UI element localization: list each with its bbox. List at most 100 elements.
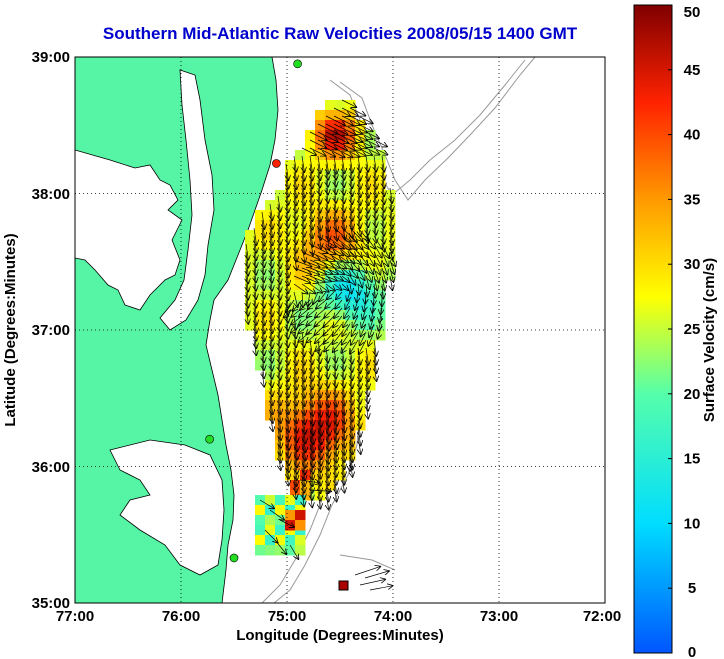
velocity-arrow bbox=[286, 411, 289, 432]
velocity-arrow bbox=[366, 171, 369, 189]
velocity-arrow bbox=[344, 307, 351, 318]
velocity-arrow bbox=[333, 339, 343, 352]
velocity-cell bbox=[295, 160, 306, 171]
velocity-cell bbox=[295, 390, 306, 401]
velocity-arrow bbox=[262, 227, 265, 245]
velocity-arrow bbox=[270, 395, 273, 414]
velocity-arrow bbox=[302, 179, 305, 197]
velocity-arrow bbox=[254, 243, 256, 260]
velocity-cell bbox=[335, 410, 346, 421]
velocity-arrow bbox=[342, 403, 345, 424]
velocity-cell bbox=[295, 340, 306, 351]
velocity-arrow bbox=[286, 227, 288, 244]
velocity-cell bbox=[335, 320, 346, 331]
velocity-arrow bbox=[341, 339, 351, 353]
velocity-arrow bbox=[302, 171, 305, 189]
velocity-cell bbox=[365, 350, 376, 361]
velocity-arrow bbox=[374, 211, 376, 227]
velocity-arrow bbox=[327, 291, 335, 299]
velocity-arrow bbox=[309, 443, 313, 467]
velocity-cell bbox=[295, 350, 306, 361]
y-tick-label: 35:00 bbox=[32, 595, 70, 612]
velocity-cell bbox=[335, 430, 346, 441]
velocity-arrow bbox=[270, 323, 272, 341]
velocity-cell bbox=[335, 390, 346, 401]
velocity-arrow bbox=[326, 219, 329, 241]
velocity-cell bbox=[315, 490, 326, 501]
velocity-arrow bbox=[318, 211, 321, 231]
velocity-arrow bbox=[358, 163, 360, 180]
velocity-cell bbox=[365, 140, 376, 151]
velocity-cell bbox=[305, 140, 316, 151]
velocity-arrow bbox=[294, 459, 297, 480]
velocity-arrow bbox=[270, 227, 273, 245]
velocity-arrow bbox=[278, 347, 280, 363]
velocity-cell bbox=[255, 290, 266, 301]
velocity-arrow bbox=[373, 267, 379, 283]
velocity-arrow bbox=[254, 291, 256, 308]
velocity-arrow bbox=[358, 427, 361, 445]
velocity-cell bbox=[365, 160, 376, 171]
velocity-cell bbox=[335, 220, 346, 231]
velocity-arrow bbox=[286, 371, 289, 389]
velocity-arrow bbox=[270, 267, 272, 282]
velocity-arrow bbox=[326, 211, 329, 231]
velocity-arrow bbox=[294, 387, 297, 406]
velocity-arrow bbox=[350, 187, 352, 204]
velocity-cell bbox=[335, 230, 346, 241]
velocity-arrow bbox=[374, 155, 376, 171]
velocity-arrow bbox=[355, 299, 358, 310]
velocity-cell bbox=[335, 170, 346, 181]
velocity-arrow bbox=[294, 475, 296, 492]
velocity-arrow bbox=[358, 203, 360, 220]
velocity-arrow bbox=[341, 283, 348, 290]
velocity-arrow bbox=[334, 411, 337, 434]
velocity-arrow bbox=[286, 163, 288, 180]
velocity-arrow bbox=[313, 291, 319, 304]
velocity-arrow bbox=[262, 211, 265, 229]
velocity-arrow bbox=[318, 163, 320, 180]
velocity-arrow bbox=[366, 395, 368, 411]
velocity-arrow bbox=[342, 155, 345, 173]
velocity-arrow bbox=[350, 195, 352, 212]
velocity-cell bbox=[335, 380, 346, 391]
velocity-arrow bbox=[286, 339, 288, 356]
velocity-arrow bbox=[334, 371, 336, 387]
velocity-cell bbox=[295, 270, 306, 281]
velocity-arrow bbox=[286, 195, 288, 212]
velocity-arrow bbox=[365, 267, 372, 282]
y-tick-label: 38:00 bbox=[32, 186, 70, 203]
velocity-arrow bbox=[310, 483, 312, 500]
velocity-arrow bbox=[310, 387, 313, 407]
velocity-arrow bbox=[358, 155, 360, 172]
velocity-arrow bbox=[366, 211, 368, 227]
velocity-arrow bbox=[262, 331, 264, 348]
velocity-cell bbox=[285, 495, 296, 506]
velocity-arrow bbox=[294, 163, 296, 180]
velocity-arrow bbox=[389, 259, 395, 274]
velocity-cell bbox=[345, 140, 356, 151]
velocity-arrow bbox=[262, 243, 264, 260]
velocity-arrow bbox=[365, 243, 375, 257]
velocity-arrow bbox=[350, 443, 353, 462]
velocity-arrow bbox=[359, 339, 367, 354]
velocity-arrow bbox=[302, 411, 305, 434]
velocity-arrow bbox=[294, 251, 297, 270]
colorbar-tick-label: 40 bbox=[684, 127, 701, 144]
velocity-arrow bbox=[246, 275, 248, 291]
velocity-arrow bbox=[270, 363, 272, 378]
velocity-arrow bbox=[278, 387, 281, 405]
velocity-arrow bbox=[390, 219, 392, 237]
velocity-cell bbox=[355, 130, 366, 141]
velocity-arrow bbox=[350, 395, 353, 413]
velocity-cell bbox=[255, 210, 266, 221]
velocity-arrow bbox=[334, 171, 336, 186]
velocity-arrow bbox=[286, 379, 289, 397]
velocity-arrow bbox=[366, 163, 368, 180]
velocity-cell bbox=[315, 200, 326, 211]
velocity-arrow bbox=[333, 276, 343, 281]
velocity-arrow bbox=[278, 443, 281, 463]
velocity-cell bbox=[325, 140, 336, 151]
velocity-arrow bbox=[302, 379, 305, 398]
velocity-arrow bbox=[390, 195, 392, 211]
